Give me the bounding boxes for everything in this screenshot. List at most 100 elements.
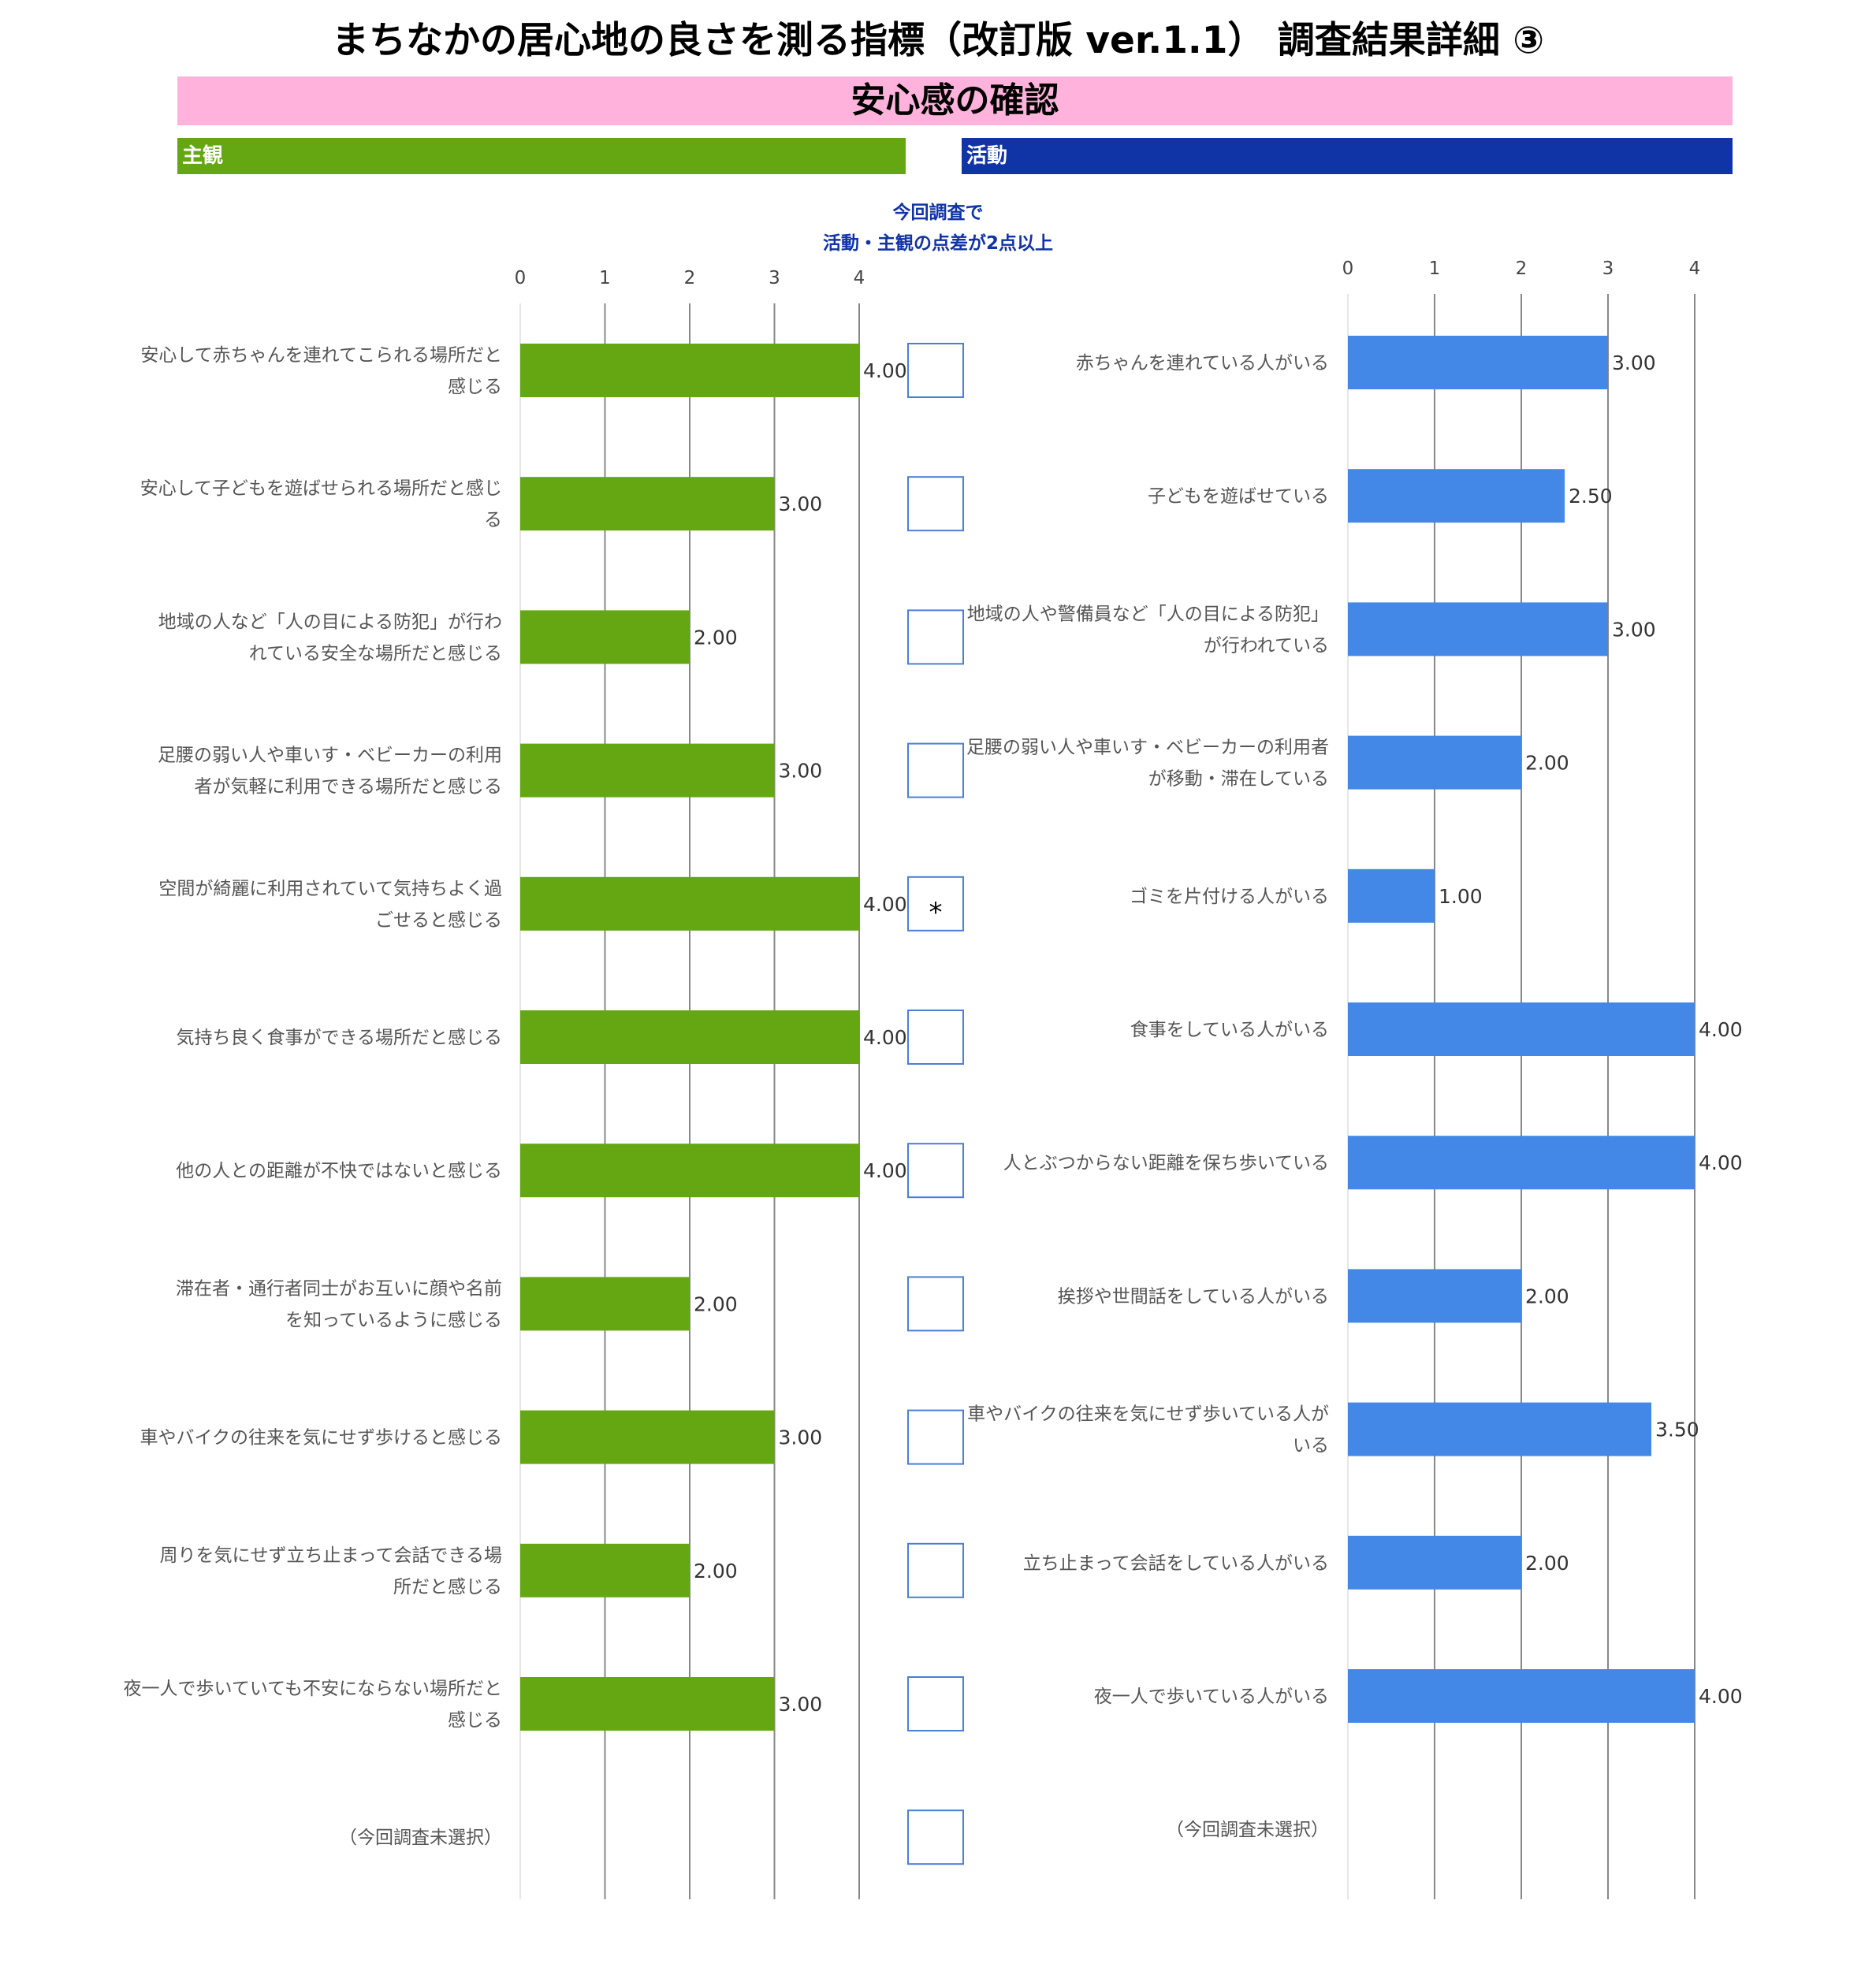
category-label: 車やバイクの往来を気にせず歩けると感じる bbox=[140, 1428, 502, 1449]
gap-mark-box bbox=[907, 1542, 964, 1598]
data-label: 3.00 bbox=[779, 760, 823, 783]
category-label: 空間が綺麗に利用されていて気持ちよく過 bbox=[158, 879, 502, 899]
activity-chart: 0 1 2 3 4 赤ちゃんを連れている人がいる 3.00 子どもを遊ばせている 2.50 地域の… bbox=[966, 258, 1743, 1899]
page-title: まちなかの居心地の良さを測る指標（改訂版 ver.1.1） 調査結果詳細 ③ bbox=[332, 19, 1544, 62]
gap-mark-box bbox=[907, 476, 964, 532]
subjective-bar bbox=[520, 1277, 690, 1331]
data-label: 2.00 bbox=[694, 1560, 738, 1582]
category-label: 人とぶつからない距離を保ち歩いている bbox=[1003, 1153, 1329, 1173]
subjective-bar bbox=[520, 477, 775, 531]
gap-mark-box bbox=[907, 876, 964, 932]
subjective-bar bbox=[520, 876, 859, 931]
gap-mark-text: * bbox=[929, 897, 943, 928]
subjective-bar bbox=[520, 1144, 859, 1198]
data-label: 4.00 bbox=[863, 893, 907, 916]
data-label: 4.00 bbox=[863, 1026, 907, 1049]
category-label: 子どもを遊ばせている bbox=[1148, 486, 1329, 507]
category-label: 者が気軽に利用できる場所だと感じる bbox=[194, 777, 502, 798]
category-label: 安心して子どもを遊ばせられる場所だと感じ bbox=[140, 478, 502, 499]
activity-bar bbox=[1348, 336, 1608, 389]
data-label: 2.00 bbox=[694, 626, 738, 649]
category-label: いる bbox=[1293, 1436, 1329, 1456]
subjective-bar bbox=[520, 1010, 859, 1064]
activity-bar bbox=[1348, 1002, 1695, 1056]
gap-mark-column: * bbox=[907, 343, 964, 1865]
category-label: 滞在者・通行者同士がお互いに顔や名前 bbox=[176, 1278, 502, 1299]
data-label: 4.00 bbox=[863, 1159, 907, 1182]
axis-tick-label: 4 bbox=[1689, 258, 1701, 279]
gap-note-line2: 活動・主観の点差が2点以上 bbox=[822, 233, 1053, 254]
category-label: 感じる bbox=[448, 377, 502, 397]
gap-mark-box bbox=[907, 343, 964, 398]
section-title: 安心感の確認 bbox=[851, 80, 1059, 121]
subjective-header-label: 主観 bbox=[182, 144, 224, 168]
data-label: 3.00 bbox=[1612, 618, 1656, 641]
data-label: 4.00 bbox=[1699, 1018, 1743, 1041]
activity-header-band: 活動 bbox=[962, 138, 1733, 174]
category-label: 気持ち良く食事ができる場所だと感じる bbox=[176, 1028, 502, 1048]
category-label: を知っているように感じる bbox=[285, 1310, 502, 1330]
activity-bar bbox=[1348, 1269, 1521, 1323]
axis-tick-label: 3 bbox=[1602, 258, 1614, 279]
category-label: 他の人との距離が不快ではないと感じる bbox=[176, 1161, 502, 1181]
activity-bar bbox=[1348, 1402, 1651, 1456]
category-label: （今回調査未選択） bbox=[1166, 1820, 1329, 1840]
gap-note-line1: 今回調査で bbox=[892, 203, 984, 223]
data-label: 2.00 bbox=[1525, 1552, 1569, 1575]
activity-bar bbox=[1348, 735, 1521, 790]
activity-header-label: 活動 bbox=[966, 144, 1008, 168]
activity-bar bbox=[1348, 868, 1435, 923]
subjective-bar bbox=[520, 1543, 690, 1597]
gap-mark-box bbox=[907, 1276, 964, 1332]
data-label: 4.00 bbox=[1699, 1685, 1743, 1708]
category-label: れている安全な場所だと感じる bbox=[249, 643, 502, 664]
axis-tick-label: 3 bbox=[769, 268, 780, 288]
gap-mark-box bbox=[907, 1010, 964, 1065]
activity-bar bbox=[1348, 1136, 1695, 1190]
section-band: 安心感の確認 bbox=[177, 76, 1733, 125]
category-label: 食事をしている人がいる bbox=[1130, 1020, 1329, 1040]
gap-mark-box bbox=[907, 742, 964, 798]
subjective-header-band: 主観 bbox=[177, 138, 906, 174]
activity-bar bbox=[1348, 602, 1608, 656]
category-label: ゴミを片付ける人がいる bbox=[1130, 887, 1329, 907]
gap-mark-box bbox=[907, 1809, 964, 1865]
gap-mark-box bbox=[907, 1676, 964, 1731]
data-label: 3.00 bbox=[779, 1693, 823, 1716]
activity-bar bbox=[1348, 1669, 1695, 1723]
category-label: 夜一人で歩いていても不安にならない場所だと bbox=[124, 1679, 502, 1699]
axis-tick-label: 1 bbox=[1429, 258, 1441, 279]
axis-tick-label: 2 bbox=[1516, 258, 1528, 279]
category-label: 夜一人で歩いている人がいる bbox=[1094, 1687, 1329, 1707]
subjective-bar bbox=[520, 610, 690, 664]
subjective-bar bbox=[520, 1410, 775, 1464]
category-label: 挨拶や世間話をしている人がいる bbox=[1058, 1286, 1329, 1307]
subjective-bar bbox=[520, 743, 775, 798]
category-label: 地域の人や警備員など「人の目による防犯」 bbox=[967, 604, 1329, 624]
data-label: 4.00 bbox=[863, 359, 907, 382]
data-label: 3.50 bbox=[1655, 1419, 1699, 1441]
data-label: 3.00 bbox=[779, 1426, 823, 1449]
activity-bar bbox=[1348, 469, 1565, 523]
axis-tick-label: 0 bbox=[1342, 258, 1354, 279]
axis-tick-label: 1 bbox=[599, 268, 611, 288]
category-label: （今回調査未選択） bbox=[339, 1828, 502, 1848]
subjective-bar bbox=[520, 1677, 775, 1731]
category-label: 感じる bbox=[448, 1710, 502, 1731]
gap-mark-box bbox=[907, 609, 964, 665]
category-label: 立ち止まって会話をしている人がいる bbox=[1023, 1553, 1329, 1574]
category-label: が移動・滞在している bbox=[1148, 769, 1329, 790]
category-label: が行われている bbox=[1204, 635, 1329, 656]
data-label: 3.00 bbox=[779, 493, 823, 515]
data-label: 2.00 bbox=[1525, 752, 1569, 775]
data-label: 2.00 bbox=[1525, 1285, 1569, 1307]
data-label: 2.50 bbox=[1569, 485, 1613, 508]
gap-mark-box bbox=[907, 1409, 964, 1465]
category-label: る bbox=[484, 510, 502, 530]
category-label: 足腰の弱い人や車いす・ベビーカーの利用者 bbox=[966, 738, 1329, 758]
data-label: 2.00 bbox=[694, 1292, 738, 1315]
data-label: 4.00 bbox=[1699, 1151, 1743, 1174]
subjective-bar bbox=[520, 344, 859, 397]
